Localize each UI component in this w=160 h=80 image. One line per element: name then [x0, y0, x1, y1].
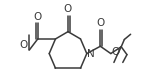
- Text: O: O: [64, 4, 72, 14]
- Text: O: O: [96, 18, 104, 28]
- Text: O: O: [19, 40, 28, 50]
- Text: O: O: [34, 12, 42, 22]
- Text: O: O: [112, 47, 120, 57]
- Text: N: N: [87, 49, 95, 59]
